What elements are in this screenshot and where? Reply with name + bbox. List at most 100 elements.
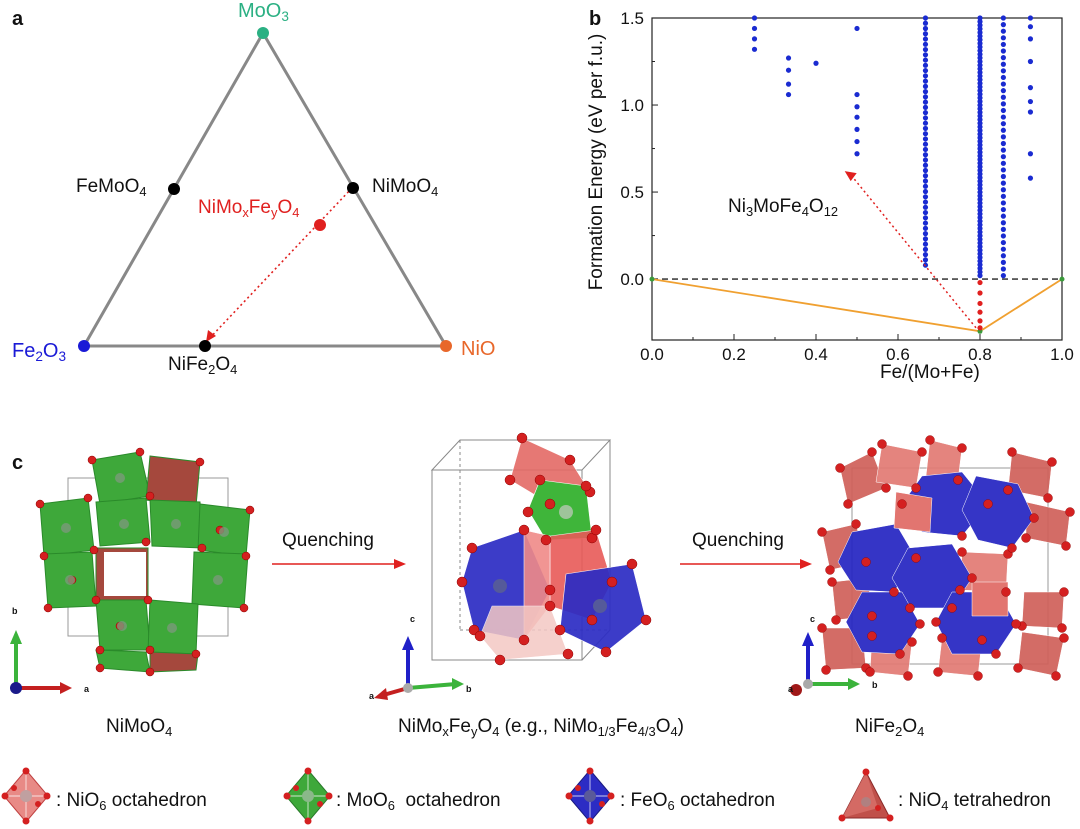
energy-point [1000,193,1006,199]
nimoxfeyo4-structure [374,432,652,700]
energy-point [1000,160,1006,166]
energy-point [1027,151,1034,157]
energy-point [922,257,929,263]
energy-point [1000,140,1006,147]
energy-point [977,214,983,221]
energy-point [922,204,929,210]
energy-point [977,218,983,224]
axis-a-label-3: a [788,684,794,694]
femoo4-dot [168,183,180,195]
energy-point [922,46,929,53]
energy-point [1000,173,1006,180]
energy-point [922,162,929,168]
plot-frame [651,17,1063,341]
energy-point [1027,109,1034,115]
convex-hull-line [651,278,1063,333]
energy-point [977,37,983,43]
quenching-label-2: Quenching [692,530,784,551]
energy-point [854,138,860,145]
energy-point [922,99,929,105]
energy-point [1000,213,1006,219]
vertex-moo3-dot [257,27,269,39]
energy-point [977,146,983,152]
x-tick-label: 0.0 [640,345,664,364]
energy-point [922,252,929,258]
structure-name-1: NiMoO4 [106,716,173,739]
nimoxfeyo4-dot [314,219,326,231]
annotation-arrow [852,176,977,329]
y-tick-label: 1.5 [620,9,644,28]
energy-point [1000,253,1006,259]
energy-point [785,81,792,87]
energy-point [1000,239,1006,246]
structure-name-2: NiMoxFeyO4 (e.g., NiMo1/3Fe4/3O4) [398,716,684,739]
energy-point [977,40,983,46]
energy-point [854,91,860,98]
energy-point [922,41,929,47]
energy-point [977,120,983,126]
energy-point [922,183,929,189]
energy-point [1027,58,1034,65]
panel-label-a: a [12,8,24,30]
energy-point [922,215,929,221]
energy-point [922,188,929,195]
energy-point [1000,127,1006,133]
energy-point [922,31,929,37]
energy-point [977,22,983,28]
energy-point [1000,121,1006,127]
energy-point [977,149,983,155]
energy-point [922,15,929,21]
energy-point [977,69,983,76]
energy-point [977,156,983,163]
energy-point [1000,22,1006,28]
energy-point [922,220,929,226]
axis-b-label-3: b [872,680,878,690]
quenching-label-1: Quenching [282,530,374,551]
energy-point [922,52,929,58]
energy-point [977,73,983,79]
energy-point [977,185,983,192]
energy-point [977,131,983,137]
stable-point [977,309,983,315]
energy-point [854,25,860,32]
energy-point [977,29,983,36]
energy-point [1000,88,1006,94]
energy-point [977,240,983,246]
energy-point [922,225,929,231]
energy-point [854,151,860,157]
energy-point [977,44,983,50]
energy-point [922,173,929,179]
stable-point [977,325,983,331]
energy-point [854,114,860,120]
y-tick-label: 0.0 [620,270,644,289]
energy-point [922,178,929,184]
energy-point [977,211,983,217]
energy-point [1000,246,1006,252]
quenching-arrow-2 [680,559,812,569]
legend-label-nio6: : NiO6 octahedron [56,790,207,813]
energy-point [1000,35,1006,41]
energy-point [751,25,758,32]
energy-point [922,104,929,110]
energy-point [922,199,929,205]
energy-point [922,36,929,42]
energy-point [1000,206,1006,213]
hull-vertex-point [1059,276,1065,282]
energy-point [1000,259,1006,265]
energy-point [922,25,929,32]
energy-point [977,273,983,279]
energy-point [1000,273,1006,279]
panel-label-c: c [12,452,24,474]
energy-point [977,87,983,94]
energy-point [922,157,929,163]
energy-point [977,262,983,268]
energy-point [922,141,929,147]
x-axis-label: Fe/(Mo+Fe) [880,362,980,383]
energy-point [977,265,983,271]
legend-icon-nio6-octahedron [1,767,51,825]
legend-icon-nio4-tetrahedron [838,768,894,822]
energy-point [1000,154,1006,160]
energy-point [977,171,983,177]
nimoo4-dot [347,182,359,194]
energy-point [922,110,929,116]
